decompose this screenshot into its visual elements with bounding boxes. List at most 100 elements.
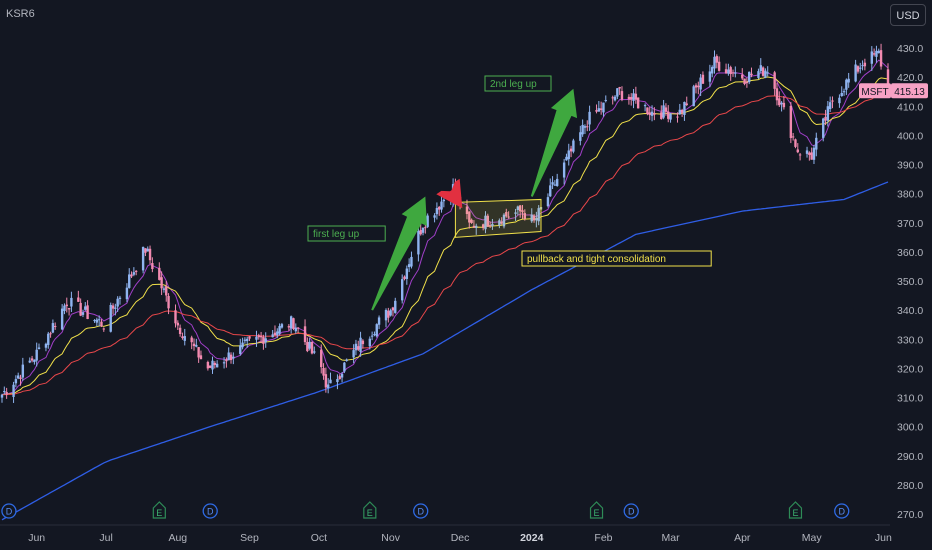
candle-body (128, 274, 131, 288)
candle-body (44, 343, 48, 348)
candle-body (387, 310, 390, 318)
candle-body (60, 308, 64, 330)
y-tick-label: 310.0 (897, 393, 923, 405)
candle-body (259, 336, 263, 338)
x-tick-label: Oct (311, 532, 327, 544)
candle-body (197, 347, 200, 358)
candle-body (37, 347, 41, 350)
candle-body (377, 317, 381, 325)
candle-body (669, 113, 672, 120)
candle-body (875, 50, 878, 57)
candle-body (125, 287, 129, 300)
candle-body (336, 378, 339, 383)
candle-body (160, 277, 163, 289)
candle-body (183, 336, 186, 341)
candle-body (394, 300, 397, 313)
candle-body (354, 343, 358, 351)
candle-body (678, 109, 682, 115)
candle-body (417, 231, 420, 255)
candle-body (653, 113, 656, 115)
candle-body (616, 88, 619, 97)
candle-body (810, 152, 813, 160)
candle-body (713, 56, 716, 69)
candle-body (111, 305, 115, 309)
annotation-labels: first leg up 2nd leg up pullback and tight… (307, 75, 712, 267)
candle-body (572, 140, 575, 152)
candle-body (208, 365, 212, 368)
event-type-label: D (628, 507, 635, 517)
candle-body (826, 106, 830, 121)
candle-body (750, 73, 753, 76)
candle-body (831, 100, 834, 102)
candle-body (877, 50, 880, 54)
candle-body (465, 206, 469, 214)
candle-body (697, 85, 700, 88)
candle-body (148, 248, 152, 261)
currency-button[interactable]: USD (890, 4, 926, 26)
y-axis[interactable]: 270.0 280.0 290.0 300.0 310.0 320.0 330.0 340.0… (897, 43, 923, 521)
candle-body (440, 201, 443, 210)
candle-body (782, 102, 786, 108)
x-axis[interactable]: Jun Jul Aug Sep Oct Nov Dec 2024 Feb Mar Apr May Jun (28, 532, 892, 544)
dividend-icon (834, 503, 850, 519)
candle-body (757, 71, 760, 78)
candle-body (28, 360, 31, 363)
candle-body (322, 367, 325, 376)
label-second-leg: 2nd leg up (490, 79, 537, 90)
candle-body (516, 206, 520, 210)
candle-body (63, 305, 66, 311)
dividend-icon (1, 503, 17, 519)
candle-body (530, 214, 533, 222)
candle-body (47, 333, 50, 345)
candle-body (553, 184, 557, 186)
candle-body (486, 215, 489, 227)
candle-body (743, 78, 746, 85)
candle-body (500, 221, 503, 224)
candle-body (685, 103, 688, 106)
candle-body (824, 116, 827, 121)
candle-body (507, 216, 510, 218)
candle-body (158, 267, 161, 280)
y-tick-label: 280.0 (897, 480, 923, 492)
candle-body (872, 53, 876, 55)
price-tag-box (891, 83, 928, 99)
candle-body (225, 359, 228, 362)
event-type-label: E (156, 508, 162, 518)
candle-body (741, 74, 744, 79)
candle-body (627, 96, 631, 100)
label-consolidation-box (521, 250, 712, 267)
candle-body (165, 286, 168, 296)
candle-body (715, 56, 719, 63)
candle-body (734, 72, 737, 74)
candlestick-series[interactable] (0, 43, 890, 403)
x-tick-label: May (802, 532, 823, 544)
candle-body (421, 227, 425, 233)
candle-body (359, 337, 362, 352)
candle-body (65, 304, 68, 307)
candle-body (5, 391, 8, 395)
candle-body (190, 337, 193, 343)
candle-body (613, 96, 617, 101)
candle-body (389, 310, 392, 316)
x-tick-label: Jul (99, 532, 112, 544)
candle-body (861, 65, 864, 67)
pullback-arrow (436, 178, 463, 209)
candle-body (294, 327, 297, 332)
candle-body (766, 72, 769, 74)
label-consolidation: pullback and tight consolidation (527, 254, 666, 265)
candle-body (255, 336, 258, 340)
candle-body (856, 66, 860, 72)
candle-body (114, 307, 117, 309)
candle-body (308, 341, 311, 349)
candle-body (535, 218, 538, 221)
candle-body (680, 109, 684, 113)
candle-body (484, 215, 487, 230)
candle-body (81, 312, 85, 315)
candle-body (636, 97, 640, 109)
candle-body (505, 212, 508, 217)
candle-body (761, 67, 765, 76)
candle-body (320, 349, 323, 368)
candle-body (717, 61, 721, 71)
